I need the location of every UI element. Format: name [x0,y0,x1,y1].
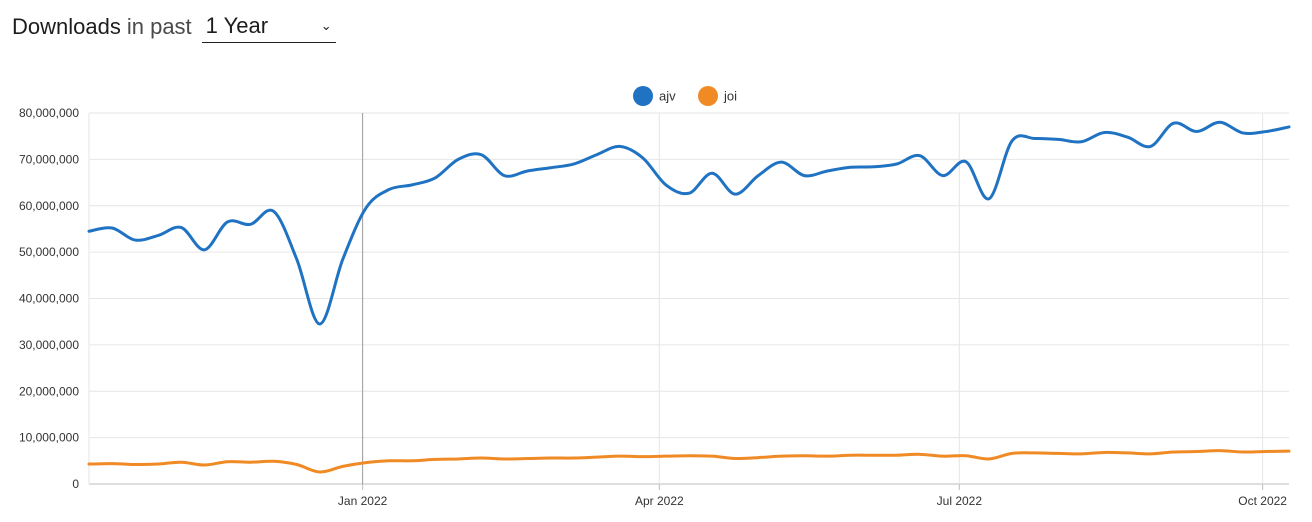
legend-item-ajv[interactable]: ajv [633,86,676,106]
legend-swatch [698,86,718,106]
legend-item-joi[interactable]: joi [698,86,737,106]
axis-layer: 0 10,000,000 20,000,000 30,000,000 40,000,00… [19,106,1287,508]
x-tick-label: Jan 2022 [338,494,388,508]
page-title: Downloads [12,13,121,39]
y-tick-label: 60,000,000 [19,199,79,213]
title-suffix: in past [126,13,192,39]
y-tick-label: 50,000,000 [19,245,79,259]
y-tick-label: 70,000,000 [19,152,79,166]
x-tick-label: Apr 2022 [635,494,684,508]
legend-swatch [633,86,653,106]
series-line-ajv [87,120,1291,326]
series-layer [87,120,1291,474]
chart-header: Downloads in past 1 Year ⌄ [12,10,336,43]
y-tick-label: 0 [72,477,79,491]
y-tick-label: 30,000,000 [19,338,79,352]
period-select-value: 1 Year [205,13,269,38]
y-tick-label: 20,000,000 [19,384,79,398]
y-tick-label: 40,000,000 [19,292,79,306]
period-select[interactable]: 1 Year ⌄ [201,10,336,43]
series-line-joi [87,449,1291,474]
legend: ajv joi [633,86,737,106]
legend-label: ajv [659,89,676,104]
y-tick-label: 80,000,000 [19,106,79,120]
grid-layer [88,112,1289,485]
x-tick-label: Jul 2022 [937,494,983,508]
x-tick-label: Oct 2022 [1238,494,1287,508]
chevron-down-icon: ⌄ [320,18,332,33]
legend-label: joi [723,89,737,104]
y-tick-label: 10,000,000 [19,431,79,445]
